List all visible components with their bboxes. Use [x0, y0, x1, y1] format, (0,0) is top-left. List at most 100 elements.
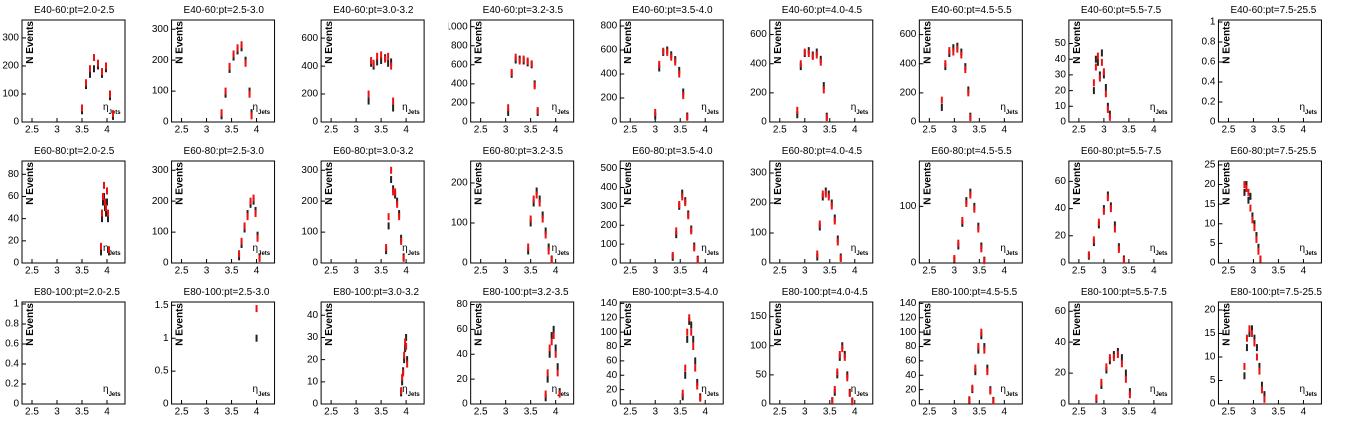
y-axis-label: N Events: [922, 21, 933, 64]
y-tick-label: 600: [750, 29, 767, 40]
data-point: [940, 103, 943, 111]
y-tick-label: 80: [606, 341, 618, 352]
y-tick-label: 0: [462, 258, 468, 269]
x-tick-label: 3.5: [972, 125, 986, 136]
panel-title: E60-80:pt=3.2-3.5: [483, 146, 564, 157]
x-tick-label: 2.5: [25, 407, 39, 418]
y-tick-label: 60: [905, 356, 917, 367]
y-tick-label: 10: [1055, 101, 1067, 112]
data-point: [240, 237, 243, 245]
data-point: [1248, 325, 1251, 333]
data-point: [544, 227, 547, 235]
data-point: [1117, 245, 1120, 253]
y-tick-label: 100: [152, 227, 169, 238]
data-point: [1087, 251, 1090, 259]
panel: E80-100:pt=4.5-5.52.5 3 3.5 402040608010012…: [900, 287, 1023, 418]
data-point: [105, 204, 107, 212]
x-axis-symbol: η: [552, 102, 558, 113]
data-point: [380, 51, 383, 59]
x-axis-label: ηJets: [103, 384, 121, 398]
data-point: [1100, 49, 1103, 57]
x-axis-label: ηJets: [701, 384, 719, 398]
y-tick-label: 20: [1204, 179, 1216, 190]
data-point: [101, 68, 103, 76]
data-point: [101, 215, 103, 223]
data-point: [1253, 339, 1256, 347]
x-tick-label: 2.5: [175, 407, 189, 418]
x-tick-label: 4: [702, 266, 708, 277]
y-tick-label: 500: [601, 163, 618, 174]
x-tick-label: 3.5: [524, 125, 538, 136]
x-tick-label: 3.5: [225, 266, 239, 277]
data-point: [526, 57, 529, 65]
data-point: [387, 222, 390, 230]
data-point: [974, 364, 977, 372]
x-axis-subscript: Jets: [1155, 392, 1168, 398]
panel-title: E40-60:pt=2.0-2.5: [34, 5, 115, 16]
data-point: [370, 57, 373, 65]
data-point: [256, 234, 259, 242]
data-point: [392, 188, 395, 196]
x-tick-label: 3.5: [972, 407, 986, 418]
data-point: [552, 332, 555, 340]
y-tick-label: 0: [612, 117, 618, 128]
plot-frame: [320, 301, 425, 405]
x-axis-subscript: Jets: [408, 251, 421, 257]
x-tick-label: 2.5: [1072, 407, 1086, 418]
panel-title: E40-60:pt=3.2-3.5: [483, 5, 564, 16]
data-point: [658, 64, 661, 72]
data-point: [405, 333, 408, 341]
x-tick-label: 3.5: [673, 125, 687, 136]
data-point: [390, 166, 393, 174]
data-point: [682, 88, 685, 96]
x-axis-subscript: Jets: [408, 392, 421, 398]
panel: E80-100:pt=7.5-25.5 2.5 3 3.5 4 0 5 10 15 20 N Eve…: [1204, 287, 1322, 418]
panel-title: E80-100:pt=2.0-2.5: [34, 287, 120, 298]
y-tick-label: 20: [307, 354, 319, 365]
y-tick-label: 0: [313, 117, 319, 128]
y-tick-label: 200: [152, 55, 169, 66]
y-tick-label: 30: [1055, 70, 1067, 81]
x-axis-symbol: η: [851, 384, 857, 395]
y-axis-label: N Events: [1072, 303, 1083, 346]
y-tick-label: 200: [451, 178, 468, 189]
y-tick-label: 200: [601, 220, 618, 231]
data-point: [530, 60, 533, 68]
data-point: [527, 243, 530, 251]
data-point: [684, 364, 687, 372]
y-tick-label: 40: [905, 370, 917, 381]
x-tick-label: 4: [104, 125, 110, 136]
x-tick-label: 2.5: [324, 407, 338, 418]
y-tick-label: 20: [905, 384, 917, 395]
data-point: [1245, 181, 1248, 189]
x-tick-label: 4: [553, 266, 559, 277]
data-point: [1108, 354, 1111, 362]
y-tick-label: 140: [601, 298, 618, 309]
data-point: [675, 231, 678, 239]
data-point: [967, 89, 970, 97]
data-point: [986, 368, 989, 376]
data-point: [989, 387, 992, 395]
plot-frame: [1068, 301, 1173, 405]
data-point: [688, 317, 691, 325]
data-point: [1104, 90, 1107, 98]
data-point: [238, 250, 241, 258]
data-point: [376, 52, 379, 60]
data-point: [404, 338, 407, 346]
plot-frame: [1068, 19, 1173, 123]
data-point: [821, 190, 824, 198]
data-point: [1247, 196, 1250, 204]
data-point: [1263, 391, 1266, 399]
data-point: [1112, 354, 1115, 362]
y-tick-label: 10: [1204, 352, 1216, 363]
data-point: [1255, 235, 1258, 243]
data-point: [983, 346, 986, 354]
data-point: [964, 66, 967, 74]
data-point: [536, 107, 539, 115]
data-point: [258, 254, 261, 262]
y-tick-label: 200: [152, 196, 169, 207]
data-point: [693, 244, 696, 252]
y-tick-label: 0.2: [1202, 97, 1216, 108]
